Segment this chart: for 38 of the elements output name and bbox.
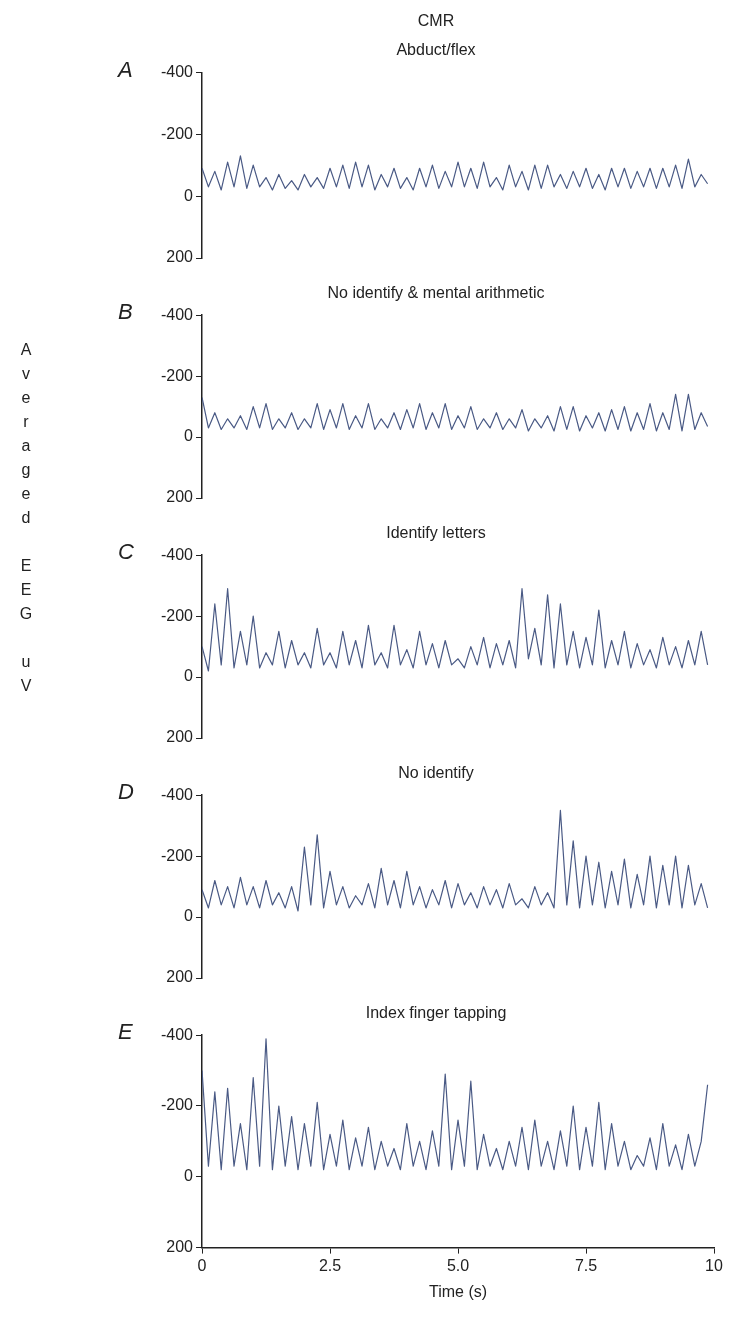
text: C	[118, 539, 134, 565]
x-axis-title: Time (s)	[428, 1282, 488, 1300]
x-tick-label: 10	[705, 1256, 723, 1274]
chart-title: Index finger tapping	[365, 1004, 507, 1022]
text: D	[118, 779, 134, 805]
y-tick-label: 200	[166, 1238, 194, 1256]
y-tick-label: 0	[184, 427, 194, 445]
text: Averaged EEG uV	[19, 341, 33, 694]
y-tick-label: 0	[184, 186, 194, 204]
y-tick-label: 0	[184, 667, 194, 685]
chart-title: CMR	[417, 12, 455, 30]
y-tick-label: -200	[160, 846, 194, 864]
y-tick-label: -400	[160, 545, 194, 563]
chart-title: No identify & mental arithmetic	[327, 284, 545, 302]
y-tick-label: 0	[184, 1167, 194, 1185]
y-tick-label: -400	[160, 785, 194, 803]
y-tick-label: -400	[160, 305, 194, 323]
x-tick-label: 7.5	[574, 1256, 598, 1274]
y-tick-label: 200	[166, 488, 194, 506]
y-tick-label: 200	[166, 968, 194, 986]
y-tick-label: 0	[184, 907, 194, 925]
y-tick-label: -400	[160, 62, 194, 80]
y-tick-label: 200	[166, 248, 194, 266]
x-tick-label: 0	[197, 1256, 207, 1274]
y-tick-label: -400	[160, 1025, 194, 1043]
y-tick-label: -200	[160, 124, 194, 142]
y-tick-label: -200	[160, 606, 194, 624]
chart-subtitle: Abduct/flex	[396, 41, 476, 59]
text: E	[118, 1019, 133, 1045]
y-tick-label: -200	[160, 1096, 194, 1114]
x-tick-label: 5.0	[446, 1256, 470, 1274]
text: A	[116, 56, 133, 82]
x-tick-label: 2.5	[318, 1256, 342, 1274]
text: B	[118, 299, 133, 325]
y-tick-label: -200	[160, 366, 194, 384]
chart-title: Identify letters	[386, 524, 486, 542]
chart-title: No identify	[398, 764, 474, 782]
y-tick-label: 200	[166, 728, 194, 746]
